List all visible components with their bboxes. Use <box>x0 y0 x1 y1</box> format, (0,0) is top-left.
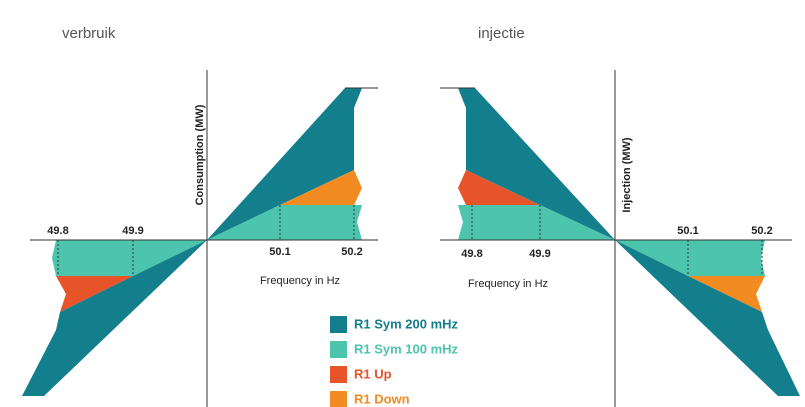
sym200-area <box>22 240 207 396</box>
legend: R1 Sym 200 mHz R1 Sym 100 mHz R1 Up R1 Down <box>330 316 459 407</box>
axis-label: Consumption (MW) <box>194 104 206 205</box>
sym100-area <box>52 240 207 276</box>
down-area <box>280 170 362 205</box>
sym200-area <box>207 88 362 240</box>
tick-label: 50.1 <box>269 246 290 258</box>
sym100-area <box>207 205 362 240</box>
tick-label: 49.8 <box>47 225 68 237</box>
up-area <box>458 170 540 205</box>
legend-label: R1 Down <box>354 391 410 406</box>
x-axis-label: Frequency in Hz <box>260 275 340 287</box>
tick-label: 50.1 <box>677 225 698 237</box>
right-diagram: injectie Injection (MW) Frequency in Hz … <box>440 25 800 407</box>
x-axis-label: Frequency in Hz <box>468 278 548 290</box>
legend-label: R1 Sym 200 mHz <box>354 316 459 331</box>
tick-label: 49.9 <box>529 248 550 260</box>
legend-swatch <box>330 391 347 407</box>
legend-label: R1 Up <box>354 366 392 381</box>
sym100-area <box>458 205 615 240</box>
down-area <box>688 276 765 312</box>
sym100-area <box>615 240 765 276</box>
legend-label: R1 Sym 100 mHz <box>354 341 459 356</box>
legend-swatch <box>330 366 347 383</box>
section-title: verbruik <box>62 25 116 42</box>
sym200-area <box>458 88 615 240</box>
axis-label: Injection (MW) <box>621 137 633 212</box>
tick-label: 50.2 <box>751 225 772 237</box>
tick-label: 50.2 <box>341 246 362 258</box>
up-area <box>56 276 133 312</box>
tick-label: 49.8 <box>461 248 482 260</box>
legend-swatch <box>330 341 347 358</box>
section-title: injectie <box>478 25 525 42</box>
sym200-area <box>615 240 800 396</box>
tick-label: 49.9 <box>122 225 143 237</box>
left-diagram: verbruik Consumption (MW) Frequency in H… <box>22 25 378 407</box>
legend-swatch <box>330 316 347 333</box>
